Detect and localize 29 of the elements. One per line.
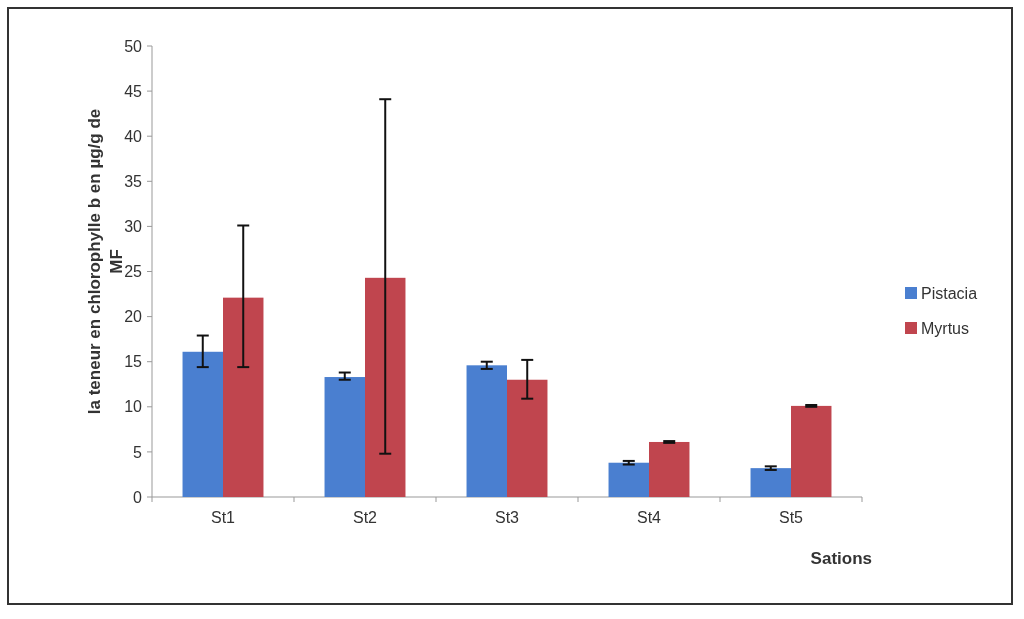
y-tick-label: 20 xyxy=(124,308,143,326)
bar xyxy=(750,468,791,497)
y-tick-label: 35 xyxy=(124,172,143,190)
y-tick-label: 40 xyxy=(124,127,143,145)
bar xyxy=(223,297,264,497)
y-tick-label: 10 xyxy=(124,398,143,416)
bar xyxy=(324,377,365,497)
bar xyxy=(466,365,507,497)
x-tick-label: St3 xyxy=(494,509,520,526)
x-tick-label: St5 xyxy=(778,509,804,526)
x-tick-label: St1 xyxy=(210,509,236,526)
y-tick-label: 15 xyxy=(124,353,143,371)
legend-label: Pistacia xyxy=(921,284,978,302)
x-tick-label: St4 xyxy=(636,509,662,526)
bar xyxy=(507,379,548,497)
y-tick-label: 0 xyxy=(133,488,143,506)
bar xyxy=(365,277,406,497)
bar xyxy=(182,351,223,497)
y-tick-label: 45 xyxy=(124,82,143,100)
y-tick-label: 25 xyxy=(124,263,143,281)
y-tick-label: 5 xyxy=(133,443,143,461)
y-tick-label: 30 xyxy=(124,218,143,235)
bar xyxy=(608,462,649,497)
y-tick-label: 50 xyxy=(124,37,143,55)
legend-label: Myrtus xyxy=(921,319,969,337)
bar xyxy=(649,441,690,497)
x-tick-label: St2 xyxy=(352,509,378,526)
bar xyxy=(791,405,832,497)
x-axis-title: Sations xyxy=(810,549,872,568)
